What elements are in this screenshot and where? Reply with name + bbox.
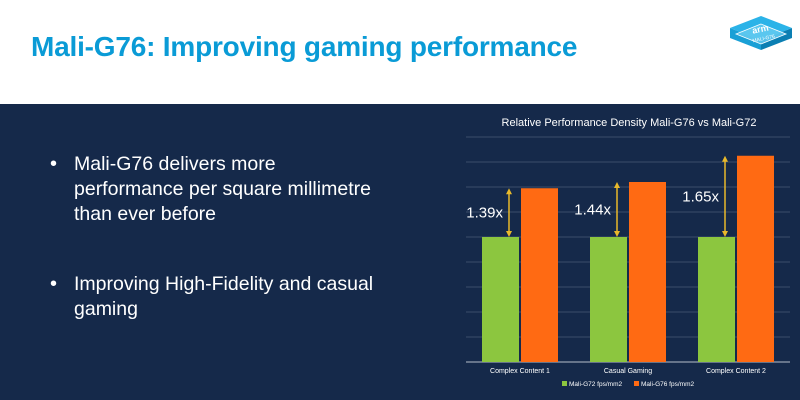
ratio-arrowhead-down: [614, 231, 620, 237]
chart-gridlines: [466, 136, 790, 363]
bullet-list: Mali-G76 delivers more performance per s…: [50, 152, 390, 322]
ratio-label: 1.39x: [466, 205, 503, 222]
slide-title: Mali-G76: Improving gaming performance: [31, 31, 578, 62]
bullet-item: Mali-G76 delivers more performance per s…: [50, 152, 390, 227]
logo-subtext: MALI-G76: [752, 34, 776, 45]
legend-label: Mali-G76 fps/mm2: [641, 381, 694, 388]
ratio-label: 1.65x: [682, 188, 719, 205]
bar-g72: [590, 237, 627, 362]
legend-swatch: [562, 381, 567, 386]
ratio-arrowhead-down: [506, 231, 512, 237]
bar-g76: [629, 182, 666, 362]
legend-swatch: [634, 381, 639, 386]
bar-g76: [737, 155, 774, 362]
chart-title: Relative Performance Density Mali-G76 vs…: [502, 117, 757, 129]
chart-bars: 1.39x 1.44x 1.65x: [466, 155, 774, 362]
ratio-arrowhead-up: [614, 182, 620, 188]
content-panel: Mali-G76 delivers more performance per s…: [0, 104, 800, 400]
chart-category-labels: Complex Content 1 Casual Gaming Complex Co…: [490, 368, 766, 375]
arm-logo: arm MALI-G76: [730, 16, 792, 50]
legend-label: Mali-G72 fps/mm2: [569, 381, 622, 388]
ratio-arrowhead-up: [506, 188, 512, 195]
bullet-item: Improving High-Fidelity and casual gamin…: [50, 272, 390, 322]
category-label: Complex Content 2: [706, 368, 766, 375]
ratio-arrowhead-up: [722, 155, 728, 162]
category-label: Casual Gaming: [604, 368, 652, 375]
category-label: Complex Content 1: [490, 368, 550, 375]
logo-text: arm: [751, 22, 769, 35]
bar-g72: [482, 237, 519, 362]
ratio-label: 1.44x: [574, 202, 611, 219]
bar-g76: [521, 188, 558, 362]
chart-legend: Mali-G72 fps/mm2 Mali-G76 fps/mm2: [562, 381, 694, 388]
ratio-arrowhead-down: [722, 231, 728, 237]
bar-g72: [698, 237, 735, 362]
